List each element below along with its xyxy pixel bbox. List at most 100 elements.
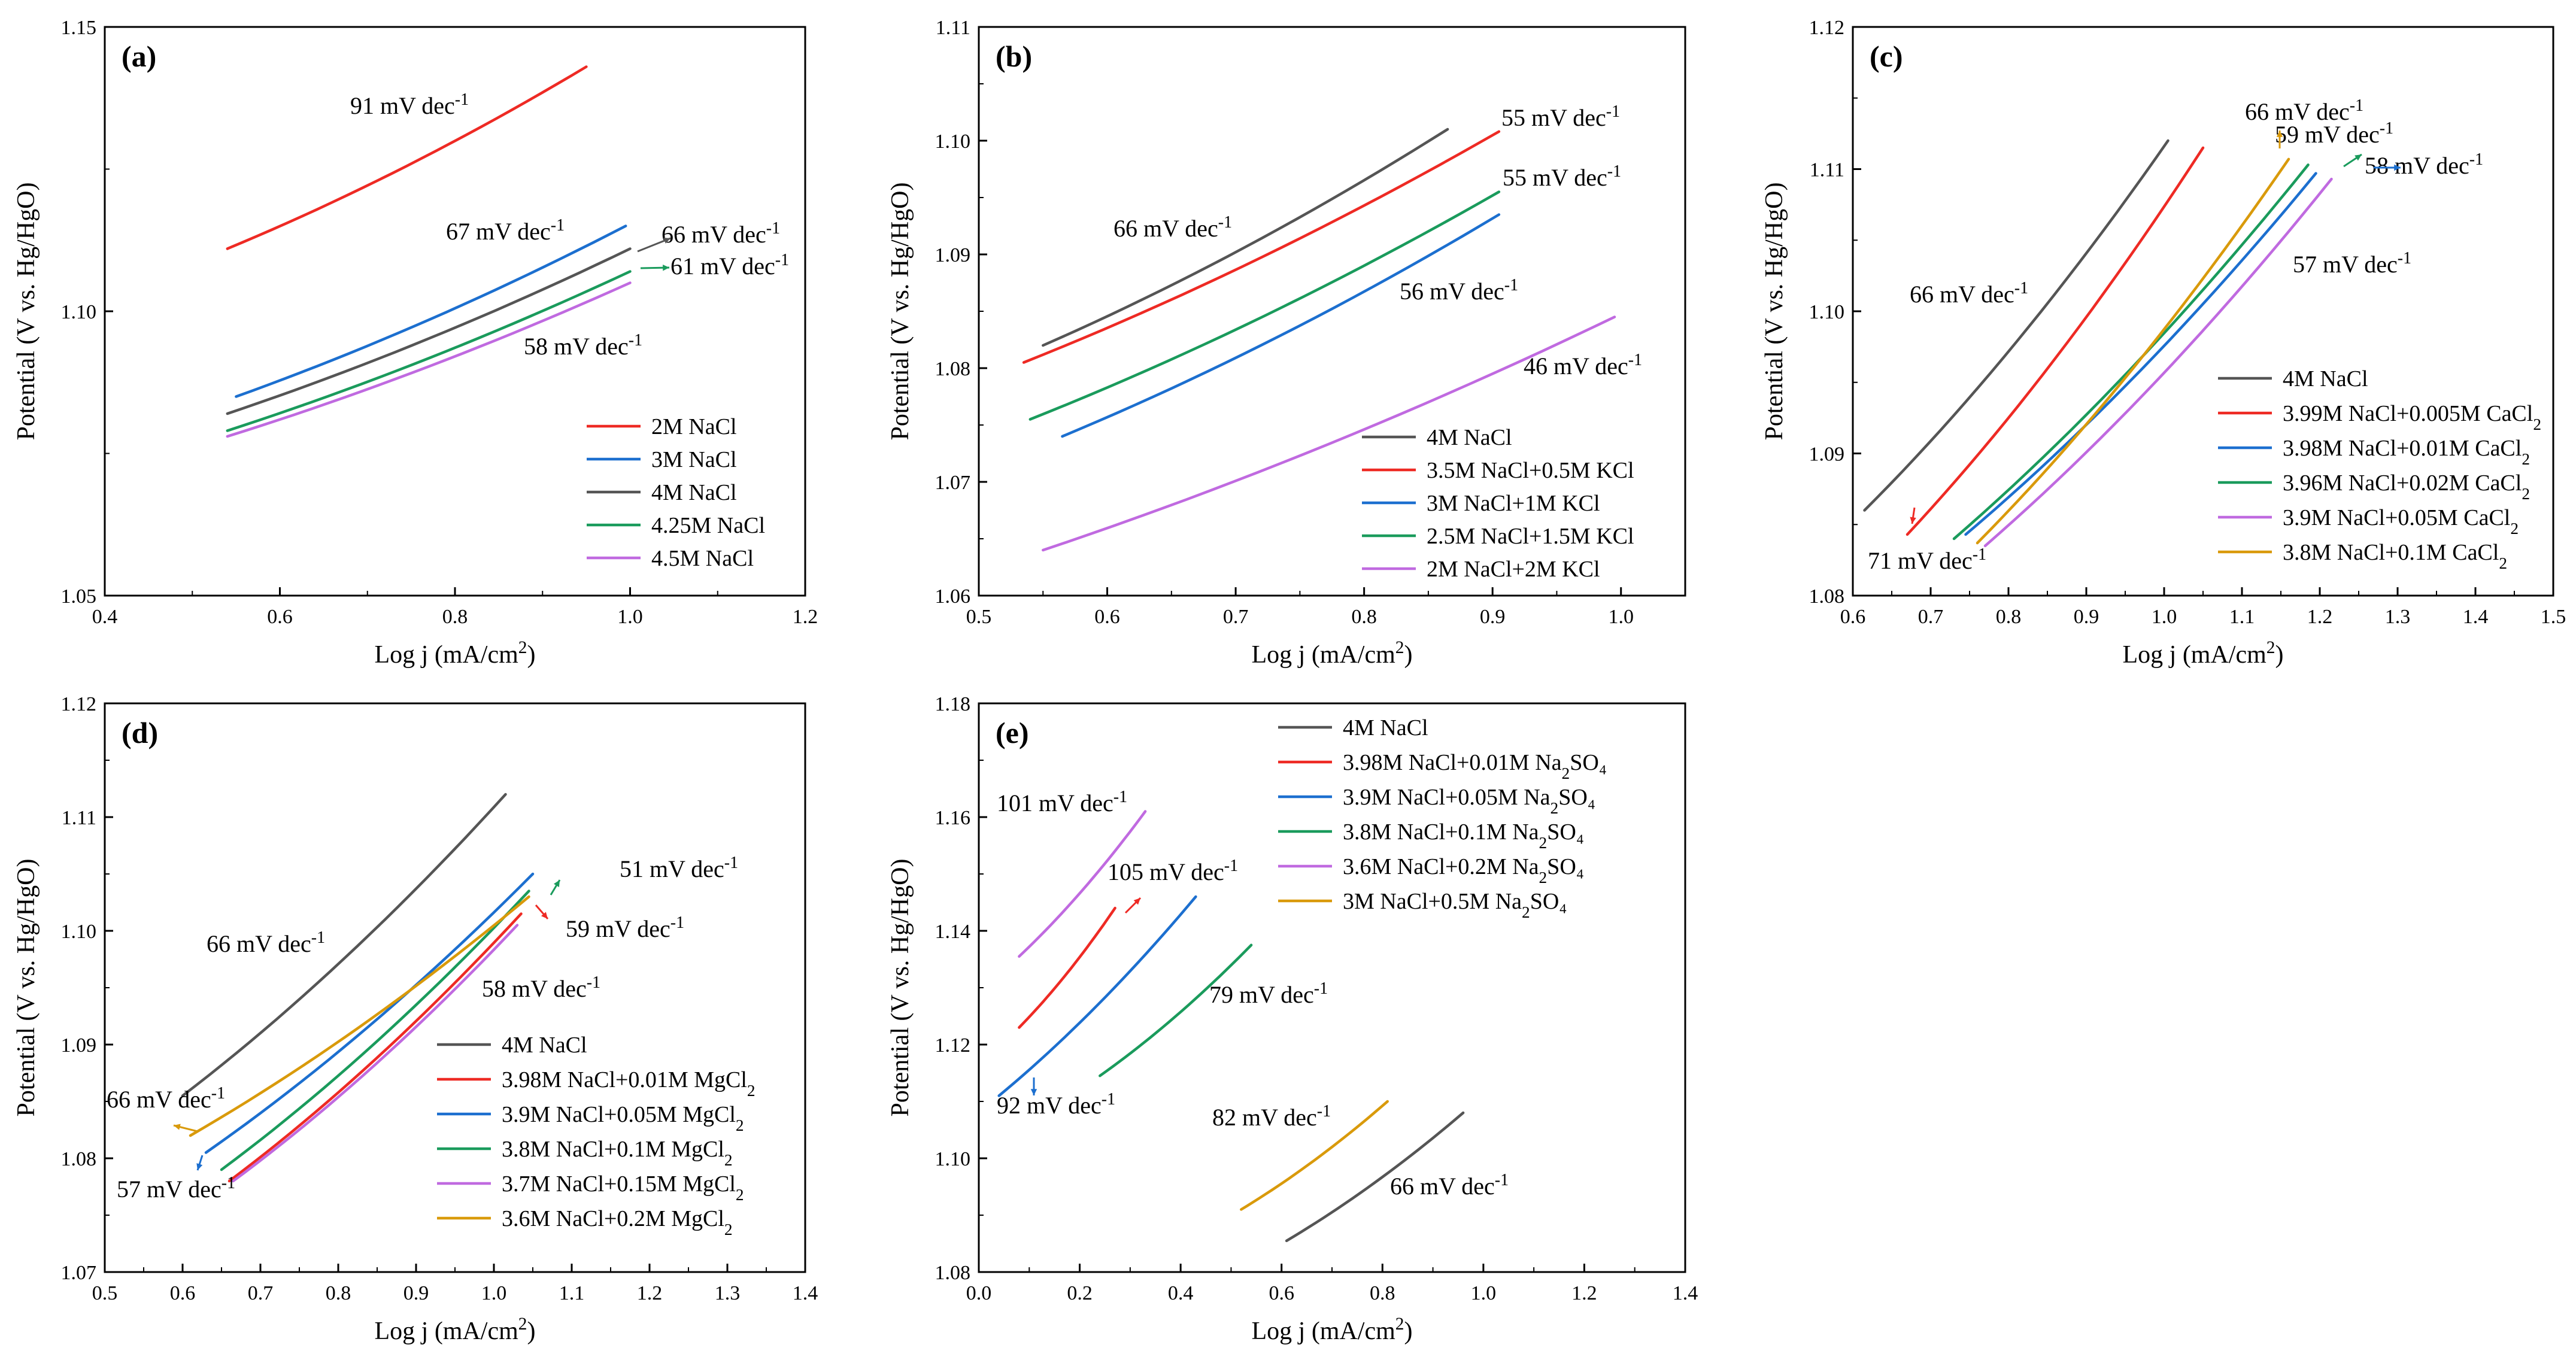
series-line-3 [204,872,535,1154]
legend-label: 3.8M NaCl+0.1M Na2SO₄ [1343,819,1584,852]
slope-label: 92 mV dec-1 [997,1090,1115,1119]
y-tick-label: 1.12 [61,693,97,715]
y-tick-label: 1.11 [62,807,96,829]
legend-label: 2.5M NaCl+1.5M KCl [1427,524,1634,549]
legend-label: 3.98M NaCl+0.01M MgCl2 [502,1067,755,1100]
y-tick-label: 1.11 [936,17,970,39]
legend-label: 3.8M NaCl+0.1M MgCl2 [502,1137,733,1169]
series-line-4 [220,890,530,1171]
x-tick-label: 1.2 [637,1282,663,1304]
panel-e: 0.0 0.2 0.4 0.6 0.8 1.0 1.2 1.4 1.08 1.10 1.12 1.14… [887,693,1698,1345]
series-line-2 [227,912,523,1183]
legend-label: 4M NaCl [502,1033,587,1058]
pointer-arrowhead [1910,517,1916,524]
legend-label: 3M NaCl+0.5M Na2SO₄ [1343,889,1567,921]
slope-label: 46 mV dec-1 [1524,351,1642,380]
legend-label: 2M NaCl+2M KCl [1427,557,1600,582]
series-line-5 [1983,177,2333,548]
y-tick-label: 1.08 [935,358,971,380]
panel-label: (d) [122,716,158,749]
legend-label: 3.6M NaCl+0.2M MgCl2 [502,1206,733,1239]
y-tick-label: 1.05 [61,585,97,608]
slope-label: 61 mV dec-1 [670,251,789,280]
slope-label: 101 mV dec-1 [997,788,1127,817]
x-axis-title: Log j (mA/cm2) [375,1315,536,1345]
legend-label: 3.7M NaCl+0.15M MgCl2 [502,1171,744,1204]
x-tick-label: 1.1 [2229,606,2255,628]
series-line-5 [1042,315,1616,552]
y-tick-label: 1.12 [935,1034,971,1057]
y-axis-title: Potential (V vs. Hg/HgO) [887,183,914,441]
series-line-6 [1240,1100,1389,1211]
x-tick-label: 0.6 [170,1282,196,1304]
series-line-4 [1028,190,1501,421]
legend-label: 4M NaCl [1343,715,1428,740]
panel-c: 0.6 0.7 0.8 0.9 1.0 1.1 1.2 1.3 1.4 1.5 1.08 1.09 1.… [1761,17,2566,669]
slope-label: 56 mV dec-1 [1400,276,1518,305]
x-tick-label: 0.6 [267,606,293,628]
pointer-arrowhead [1133,898,1140,905]
x-tick-label: 0.8 [442,606,468,628]
x-tick-label: 1.0 [1608,606,1634,628]
legend-label: 3.98M NaCl+0.01M CaCl2 [2283,436,2530,468]
legend-label: 4M NaCl [651,480,737,505]
legend-label: 3.5M NaCl+0.5M KCl [1427,458,1634,483]
y-tick-label: 1.10 [61,921,97,943]
series-line-5 [232,924,519,1183]
x-tick-label: 0.7 [1918,606,1944,628]
slope-label: 58 mV dec-1 [482,973,600,1003]
y-tick-label: 1.11 [1810,159,1844,181]
series-line-1 [1863,139,2170,512]
x-tick-label: 0.8 [1996,606,2022,628]
slope-label: 57 mV dec-1 [2293,249,2411,278]
slope-label: 57 mV dec-1 [117,1174,235,1203]
slope-label: 82 mV dec-1 [1212,1102,1331,1131]
y-tick-label: 1.18 [935,693,971,715]
pointer-arrowhead [174,1124,181,1130]
y-axis-title: Potential (V vs. Hg/HgO) [13,183,40,441]
y-axis-title: Potential (V vs. Hg/HgO) [887,859,914,1117]
series-line-2 [1022,130,1501,364]
series-line-6 [1976,157,2290,545]
x-tick-label: 1.0 [617,606,643,628]
y-tick-label: 1.10 [1809,301,1845,323]
x-tick-label: 0.5 [966,606,992,628]
series-line-5 [226,281,632,438]
legend-label: 3.6M NaCl+0.2M Na2SO₄ [1343,854,1584,887]
series-line-2 [1906,146,2205,536]
x-tick-label: 1.1 [559,1282,585,1304]
series-line-1 [1042,128,1449,347]
panel-label: (c) [1870,40,1903,73]
y-tick-label: 1.12 [1809,17,1845,39]
x-axis-title: Log j (mA/cm2) [1252,638,1413,669]
y-tick-label: 1.10 [935,130,971,153]
y-tick-label: 1.15 [61,17,97,39]
slope-label: 66 mV dec-1 [207,928,325,958]
y-tick-label: 1.08 [61,1148,97,1170]
legend-label: 4M NaCl [1427,425,1512,450]
x-tick-label: 1.3 [715,1282,741,1304]
slope-label: 66 mV dec-1 [107,1084,225,1113]
series-line-3 [226,247,632,415]
slope-label: 67 mV dec-1 [446,216,565,245]
y-tick-label: 1.10 [61,301,97,323]
panel-label: (b) [996,40,1032,73]
y-axis-title: Potential (V vs. Hg/HgO) [1761,183,1788,441]
series-line-5 [1018,810,1147,958]
series-line-4 [1099,943,1253,1077]
pointer-arrowhead [663,265,669,271]
legend-label: 3M NaCl+1M KCl [1427,491,1600,516]
panel-d: 0.5 0.6 0.7 0.8 0.9 1.0 1.1 1.2 1.3 1.4 1.07 1.08 1.… [13,693,818,1345]
slope-label: 66 mV dec-1 [1390,1171,1509,1200]
x-tick-label: 0.7 [1223,606,1249,628]
slope-label: 58 mV dec-1 [524,331,642,360]
panel-label: (a) [122,40,156,73]
legend-label: 3.96M NaCl+0.02M CaCl2 [2283,471,2530,503]
x-tick-label: 0.0 [966,1282,992,1304]
series-line-3 [997,895,1197,1097]
legend-label: 3.9M NaCl+0.05M MgCl2 [502,1102,744,1134]
legend-label: 4.5M NaCl [651,546,754,571]
legend-label: 3.8M NaCl+0.1M CaCl2 [2283,540,2507,572]
series-line-4 [226,270,632,432]
y-tick-label: 1.16 [935,807,971,829]
